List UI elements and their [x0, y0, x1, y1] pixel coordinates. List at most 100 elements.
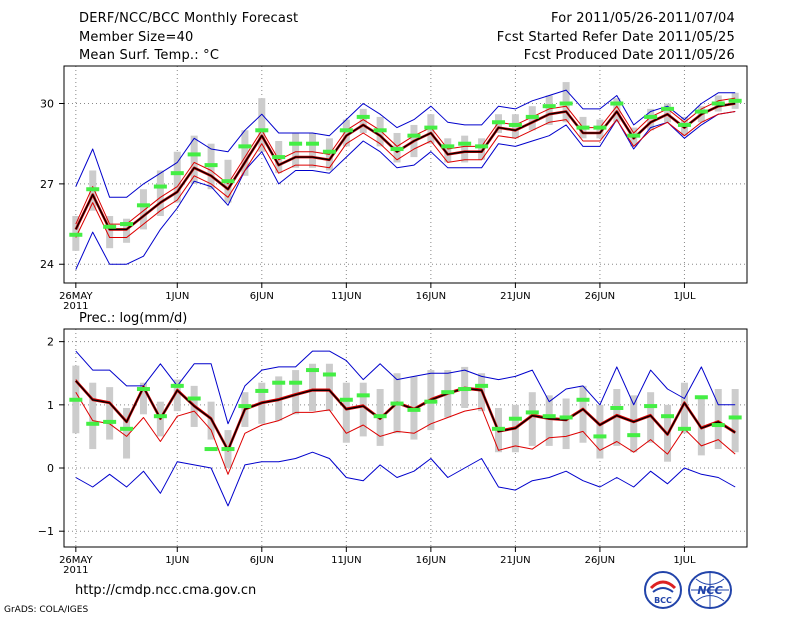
temperature-spread-bar — [647, 108, 655, 131]
temperature-spread-bar — [545, 95, 553, 125]
precipitation-spread-bar — [309, 363, 317, 412]
temperature-median-mark — [627, 133, 641, 138]
precipitation-median-mark — [525, 410, 539, 415]
temperature-median-mark — [204, 163, 218, 168]
temperature-median-mark — [238, 144, 252, 149]
temperature-median-mark — [576, 125, 590, 130]
precipitation-frame — [63, 328, 748, 548]
temperature-median-mark — [441, 144, 455, 149]
precipitation-spread-bar — [292, 370, 300, 415]
temperature-xtick-label-3: 11JUN — [331, 291, 361, 302]
temperature-spread-bar — [258, 98, 266, 152]
temperature-median-mark — [373, 128, 387, 133]
temperature-median-mark — [390, 147, 404, 152]
precipitation-median-mark — [441, 390, 455, 395]
precipitation-median-mark — [103, 419, 117, 424]
precipitation-median-mark — [322, 372, 336, 377]
temperature-median-mark — [103, 224, 117, 229]
temperature-median-mark — [120, 222, 134, 227]
temperature-median-mark — [322, 149, 336, 154]
header-title: DERF/NCC/BCC Monthly Forecast — [79, 11, 299, 26]
temperature-frame — [63, 65, 748, 284]
temperature-xtick-label-1: 1JUN — [165, 291, 189, 302]
precipitation-median-mark — [339, 397, 353, 402]
temperature-median-mark — [610, 101, 624, 106]
temperature-median-mark — [559, 101, 573, 106]
precipitation-median-mark — [711, 423, 725, 428]
precipitation-xtick-label-1: 1JUN — [165, 555, 189, 566]
temperature-median-mark — [356, 114, 370, 119]
precipitation-median-mark — [255, 388, 269, 393]
precipitation-median-mark — [170, 383, 184, 388]
temperature-xtick-label-5: 21JUN — [500, 291, 530, 302]
precipitation-median-mark — [204, 447, 218, 452]
bcc-logo-text: BCC — [654, 596, 672, 605]
temperature-median-mark — [424, 125, 438, 130]
precipitation-xtick-label-4: 16JUN — [416, 555, 446, 566]
footer-url[interactable]: http://cmdp.ncc.cma.gov.cn — [75, 583, 257, 598]
precipitation-spread-bar — [714, 389, 722, 450]
precipitation-median-mark — [120, 426, 134, 431]
precipitation-median-mark — [272, 380, 286, 385]
temperature-spread-bar — [156, 170, 164, 217]
temperature-spread-bar — [444, 138, 452, 163]
precipitation-median-mark — [407, 407, 421, 412]
temperature-median-mark — [728, 98, 742, 103]
precipitation-median-mark — [289, 380, 303, 385]
precipitation-median-mark — [153, 414, 167, 419]
precipitation-spread-bar — [630, 395, 638, 453]
precipitation-median-mark — [593, 434, 607, 439]
precipitation-xtick-label-7: 1JUL — [673, 555, 696, 566]
precipitation-spread-bar — [139, 382, 147, 415]
temperature-median-mark — [661, 106, 675, 111]
temperature-spread-bar — [106, 216, 114, 249]
temperature-median-mark — [491, 120, 505, 125]
temperature-median-mark — [153, 184, 167, 189]
precipitation-spread-bar — [359, 382, 367, 437]
precipitation-spread-bar — [680, 382, 688, 434]
precipitation-median-mark — [694, 395, 708, 400]
precipitation-median-mark — [424, 399, 438, 404]
temperature-spread-bar — [461, 135, 469, 163]
precipitation-median-mark — [136, 387, 150, 392]
temperature-xtick-label-7: 1JUL — [673, 291, 696, 302]
temperature-median-mark — [187, 152, 201, 157]
header-forecast-period: For 2011/05/26-2011/07/04 — [551, 11, 735, 26]
precipitation-max-line — [75, 350, 736, 425]
temperature-spread-bar — [342, 119, 350, 147]
precipitation-xtick-label-3: 11JUN — [331, 555, 361, 566]
precipitation-median-mark — [508, 416, 522, 421]
temperature-lower-line — [75, 111, 736, 238]
precipitation-median-mark — [610, 405, 624, 410]
temperature-ytick-label-0: 24 — [40, 258, 54, 271]
precipitation-median-mark — [238, 404, 252, 409]
precipitation-median-mark — [491, 426, 505, 431]
temperature-xtick-label-2: 6JUN — [250, 291, 274, 302]
precipitation-spread-bar — [731, 389, 739, 453]
temperature-min-line — [75, 111, 736, 270]
precip-title: Prec.: log(mm/d) — [79, 311, 187, 326]
precipitation-spread-bar — [545, 395, 553, 446]
temperature-median-mark — [458, 141, 472, 146]
temperature-spread-bar — [359, 108, 367, 133]
temperature-spread-bar — [309, 132, 317, 168]
temperature-median-mark — [644, 114, 658, 119]
precipitation-median-mark — [728, 415, 742, 420]
temperature-median-mark — [86, 187, 100, 192]
temperature-median-mark — [306, 141, 320, 146]
precipitation-ytick-label-0: −1 — [38, 525, 54, 538]
temperature-median-mark — [542, 104, 556, 109]
header-started-date: Fcst Started Refer Date 2011/05/25 — [496, 30, 735, 45]
precipitation-lower-line — [75, 391, 736, 475]
precipitation-median-mark — [677, 426, 691, 431]
precipitation-median-mark — [644, 404, 658, 409]
precipitation-spread-bar — [325, 363, 333, 412]
precipitation-xtick-label-6: 26JUN — [585, 555, 615, 566]
temperature-spread-bar — [173, 151, 181, 203]
temperature-median-mark — [136, 203, 150, 208]
precipitation-spread-bar — [106, 387, 114, 440]
temperature-median-mark — [289, 141, 303, 146]
temperature-median-mark — [711, 101, 725, 106]
temperature-median-mark — [677, 122, 691, 127]
precipitation-median-mark — [187, 396, 201, 401]
